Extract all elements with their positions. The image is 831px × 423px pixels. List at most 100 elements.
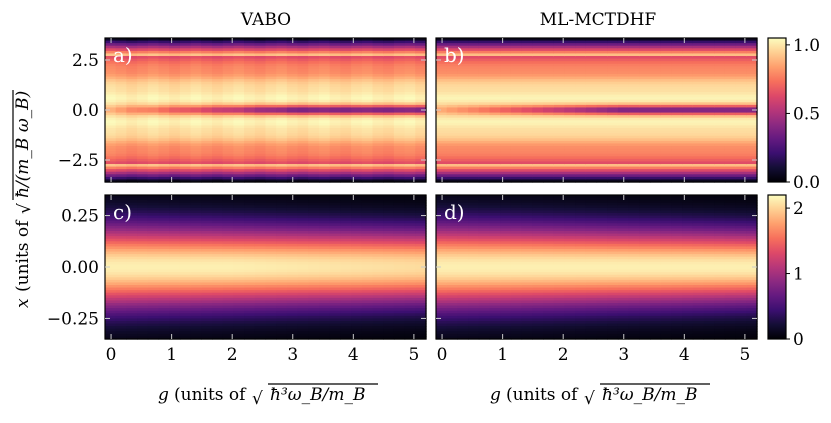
heatmap-cell — [169, 148, 181, 152]
heatmap-cell — [351, 223, 363, 227]
heatmap-cell — [372, 58, 384, 62]
heatmap-cell — [137, 225, 149, 230]
heatmap-cell — [489, 153, 501, 157]
heatmap-cell — [308, 259, 320, 263]
heatmap-cell — [137, 220, 149, 224]
heatmap-cell — [746, 133, 758, 137]
heatmap-cell — [115, 66, 127, 70]
heatmap-cell — [660, 135, 672, 139]
heatmap-cell — [201, 99, 213, 103]
heatmap-cell — [201, 197, 213, 201]
heatmap-cell — [446, 179, 458, 183]
heatmap-cell — [244, 215, 256, 219]
heatmap-cell — [351, 318, 363, 322]
heatmap-cell — [286, 200, 299, 204]
heatmap-cell — [169, 61, 181, 65]
heatmap-cell — [158, 179, 170, 183]
heatmap-cell — [265, 120, 277, 124]
heatmap-cell — [276, 285, 288, 289]
heatmap-cell — [361, 200, 374, 204]
heatmap-cell — [115, 110, 127, 114]
heatmap-cell — [457, 164, 469, 168]
heatmap-cell — [703, 71, 715, 75]
heatmap-cell — [147, 225, 160, 230]
heatmap-cell — [575, 66, 587, 70]
heatmap-cell — [137, 81, 149, 85]
heatmap-cell — [222, 333, 234, 338]
heatmap-cell — [372, 112, 384, 116]
heatmap-cell — [126, 256, 138, 260]
heatmap-cell — [179, 264, 192, 268]
heatmap-cell — [446, 92, 458, 96]
heatmap-cell — [319, 213, 331, 217]
heatmap-cell — [735, 104, 747, 109]
heatmap-cell — [126, 323, 138, 327]
heatmap-cell — [254, 135, 267, 139]
heatmap-cell — [489, 158, 501, 163]
heatmap-cell — [190, 120, 202, 124]
heatmap-cell — [575, 179, 587, 183]
heatmap-cell — [179, 133, 192, 137]
heatmap-cell — [212, 135, 224, 139]
heatmap-cell — [660, 71, 672, 75]
heatmap-cell — [244, 153, 256, 157]
heatmap-cell — [361, 61, 374, 65]
heatmap-cell — [457, 68, 469, 73]
heatmap-cell — [543, 48, 555, 52]
heatmap-cell — [457, 115, 469, 119]
heatmap-cell — [265, 61, 277, 65]
heatmap-cell — [276, 38, 288, 42]
heatmap-cell — [724, 50, 737, 55]
heatmap-cell — [393, 53, 406, 57]
heatmap-cell — [179, 315, 192, 320]
heatmap-cell — [510, 79, 523, 83]
heatmap-cell — [746, 68, 758, 73]
heatmap-cell — [254, 74, 267, 78]
heatmap-cell — [169, 135, 181, 139]
heatmap-cell — [233, 179, 245, 183]
heatmap-cell — [179, 117, 192, 121]
heatmap-cell — [714, 56, 726, 60]
heatmap-cell — [660, 140, 672, 145]
heatmap-cell — [372, 140, 384, 145]
heatmap-cell — [190, 297, 202, 302]
heatmap-cell — [329, 164, 341, 168]
heatmap-cell — [233, 249, 245, 253]
heatmap-cell — [137, 161, 149, 165]
heatmap-cell — [233, 233, 245, 237]
heatmap-cell — [500, 179, 512, 183]
heatmap-cell — [436, 115, 448, 119]
heatmap-cell — [628, 174, 640, 178]
heatmap-cell — [244, 290, 256, 294]
heatmap-cell — [276, 323, 288, 327]
heatmap-cell — [596, 176, 608, 181]
heatmap-cell — [115, 94, 127, 98]
heatmap-cell — [436, 102, 448, 106]
heatmap-cell — [276, 66, 288, 70]
heatmap-cell — [286, 135, 299, 139]
heatmap-cell — [340, 179, 352, 183]
heatmap-cell — [628, 143, 640, 147]
heatmap-cell — [446, 156, 458, 160]
heatmap-cell — [179, 310, 192, 314]
heatmap-cell — [233, 148, 245, 152]
heatmap-cell — [361, 292, 374, 296]
heatmap-cell — [319, 179, 331, 183]
heatmap-cell — [233, 295, 245, 299]
heatmap-cell — [596, 120, 608, 124]
heatmap-cell — [297, 94, 309, 98]
heatmap-cell — [147, 323, 160, 327]
heatmap-cell — [703, 110, 715, 114]
heatmap-cell — [190, 225, 202, 230]
heatmap-cell — [244, 138, 256, 142]
heatmap-cell — [115, 336, 127, 340]
heatmap-cell — [489, 151, 501, 155]
heatmap-cell — [126, 269, 138, 273]
heatmap-cell — [244, 43, 256, 47]
heatmap-cell — [308, 207, 320, 212]
heatmap-cell — [222, 321, 234, 325]
heatmap-cell — [147, 92, 160, 96]
heatmap-cell — [319, 251, 331, 255]
heatmap-cell — [500, 171, 512, 175]
heatmap-cell — [372, 336, 384, 340]
